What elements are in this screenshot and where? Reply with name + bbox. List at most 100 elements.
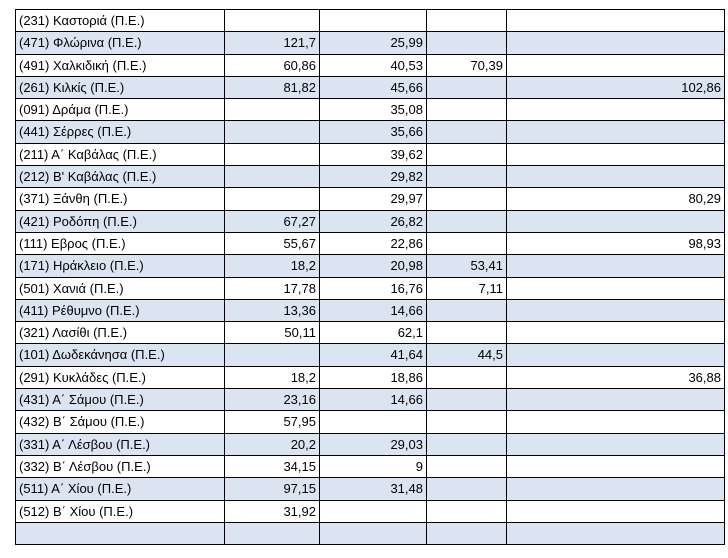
value-cell-col2 [319, 499, 427, 523]
value-cell-col4 [506, 31, 725, 55]
value-cell-col2: 62,1 [319, 321, 427, 345]
value-cell-col3 [426, 75, 507, 100]
value-cell-col2: 18,86 [319, 365, 427, 390]
region-name-cell: (231) Καστοριά (Π.Ε.) [15, 8, 225, 33]
region-name-cell: (091) Δράμα (Π.Ε.) [15, 98, 225, 122]
value-cell-col2: 14,66 [319, 298, 427, 323]
table-row: (212) Β' Καβάλας (Π.Ε.) 29,82 [15, 165, 725, 189]
value-cell-col3 [426, 321, 507, 345]
value-cell-col1 [224, 521, 320, 546]
value-cell-col3 [426, 298, 507, 323]
value-cell-col2: 26,82 [319, 209, 427, 233]
table-row: (321) Λασίθι (Π.Ε.) 50,11 62,1 [15, 321, 725, 345]
value-cell-col2: 29,97 [319, 187, 427, 211]
value-cell-col4 [506, 477, 725, 501]
value-cell-col3 [426, 521, 507, 546]
value-cell-col4 [506, 120, 725, 144]
value-cell-col2: 45,66 [319, 75, 427, 100]
table-row: (111) Εβρος (Π.Ε.) 55,67 22,86 98,93 [15, 231, 725, 256]
value-cell-col1 [224, 165, 320, 189]
region-name-cell: (291) Κυκλάδες (Π.Ε.) [15, 365, 225, 390]
table-row: (371) Ξάνθη (Π.Ε.) 29,97 80,29 [15, 187, 725, 211]
region-name-cell: (511) Α΄ Χίου (Π.Ε.) [15, 477, 225, 501]
value-cell-col1 [224, 8, 320, 33]
region-name-cell: (501) Χανιά (Π.Ε.) [15, 276, 225, 300]
value-cell-col4: 80,29 [506, 187, 725, 211]
value-cell-col1: 97,15 [224, 477, 320, 501]
value-cell-col2: 41,64 [319, 343, 427, 367]
value-cell-col2 [319, 8, 427, 33]
value-cell-col3: 7,11 [426, 276, 507, 300]
value-cell-col1: 23,16 [224, 388, 320, 412]
table-row: (431) Α΄ Σάμου (Π.Ε.) 23,16 14,66 [15, 388, 725, 412]
value-cell-col3 [426, 98, 507, 122]
value-cell-col1 [224, 142, 320, 167]
value-cell-col3 [426, 142, 507, 167]
table-row [15, 521, 725, 546]
value-cell-col4 [506, 321, 725, 345]
table-row: (332) Β΄ Λέσβου (Π.Ε.) 34,15 9 [15, 454, 725, 479]
value-cell-col1: 67,27 [224, 209, 320, 233]
region-name-cell: (332) Β΄ Λέσβου (Π.Ε.) [15, 454, 225, 479]
value-cell-col3 [426, 231, 507, 256]
value-cell-col1 [224, 98, 320, 122]
value-cell-col4 [506, 142, 725, 167]
value-cell-col2: 39,62 [319, 142, 427, 167]
value-cell-col1: 50,11 [224, 321, 320, 345]
value-cell-col4 [506, 53, 725, 77]
value-cell-col3 [426, 499, 507, 523]
value-cell-col1: 31,92 [224, 499, 320, 523]
value-cell-col4 [506, 165, 725, 189]
value-cell-col4 [506, 209, 725, 233]
value-cell-col2: 35,08 [319, 98, 427, 122]
region-name-cell: (441) Σέρρες (Π.Ε.) [15, 120, 225, 144]
value-cell-col3: 70,39 [426, 53, 507, 77]
value-cell-col4 [506, 8, 725, 33]
table-row: (231) Καστοριά (Π.Ε.) [15, 8, 725, 33]
value-cell-col4 [506, 432, 725, 456]
region-name-cell: (512) Β΄ Χίου (Π.Ε.) [15, 499, 225, 523]
value-cell-col1 [224, 120, 320, 144]
value-cell-col3: 53,41 [426, 254, 507, 278]
value-cell-col4 [506, 254, 725, 278]
value-cell-col1: 18,2 [224, 365, 320, 390]
value-cell-col3 [426, 209, 507, 233]
table-row: (211) Α΄ Καβάλας (Π.Ε.) 39,62 [15, 142, 725, 167]
value-cell-col2: 22,86 [319, 231, 427, 256]
value-cell-col3 [426, 165, 507, 189]
table-body: (231) Καστοριά (Π.Ε.) (471) Φλώρινα (Π.Ε.… [15, 8, 725, 546]
table-row: (421) Ροδόπη (Π.Ε.) 67,27 26,82 [15, 209, 725, 233]
region-name-cell: (371) Ξάνθη (Π.Ε.) [15, 187, 225, 211]
value-cell-col4: 36,88 [506, 365, 725, 390]
value-cell-col1: 60,86 [224, 53, 320, 77]
value-cell-col1: 57,95 [224, 410, 320, 434]
value-cell-col1: 55,67 [224, 231, 320, 256]
region-name-cell: (411) Ρέθυμνο (Π.Ε.) [15, 298, 225, 323]
value-cell-col1 [224, 187, 320, 211]
value-cell-col1: 17,78 [224, 276, 320, 300]
region-name-cell: (471) Φλώρινα (Π.Ε.) [15, 31, 225, 55]
value-cell-col2: 20,98 [319, 254, 427, 278]
region-name-cell: (331) Α΄ Λέσβου (Π.Ε.) [15, 432, 225, 456]
value-cell-col2: 31,48 [319, 477, 427, 501]
value-cell-col1 [224, 343, 320, 367]
value-cell-col2: 9 [319, 454, 427, 479]
table-row: (101) Δωδεκάνησα (Π.Ε.) 41,64 44,5 [15, 343, 725, 367]
value-cell-col3 [426, 477, 507, 501]
region-name-cell: (261) Κιλκίς (Π.Ε.) [15, 75, 225, 100]
region-name-cell: (321) Λασίθι (Π.Ε.) [15, 321, 225, 345]
table-row: (261) Κιλκίς (Π.Ε.) 81,82 45,66 102,86 [15, 75, 725, 100]
value-cell-col2: 29,82 [319, 165, 427, 189]
value-cell-col4 [506, 410, 725, 434]
value-cell-col3: 44,5 [426, 343, 507, 367]
value-cell-col2: 25,99 [319, 31, 427, 55]
value-cell-col4 [506, 298, 725, 323]
region-name-cell: (212) Β' Καβάλας (Π.Ε.) [15, 165, 225, 189]
value-cell-col1: 34,15 [224, 454, 320, 479]
value-cell-col3 [426, 8, 507, 33]
value-cell-col3 [426, 454, 507, 479]
value-cell-col1: 81,82 [224, 75, 320, 100]
data-table: (231) Καστοριά (Π.Ε.) (471) Φλώρινα (Π.Ε.… [15, 8, 725, 546]
table-row: (091) Δράμα (Π.Ε.) 35,08 [15, 98, 725, 122]
region-name-cell: (101) Δωδεκάνησα (Π.Ε.) [15, 343, 225, 367]
